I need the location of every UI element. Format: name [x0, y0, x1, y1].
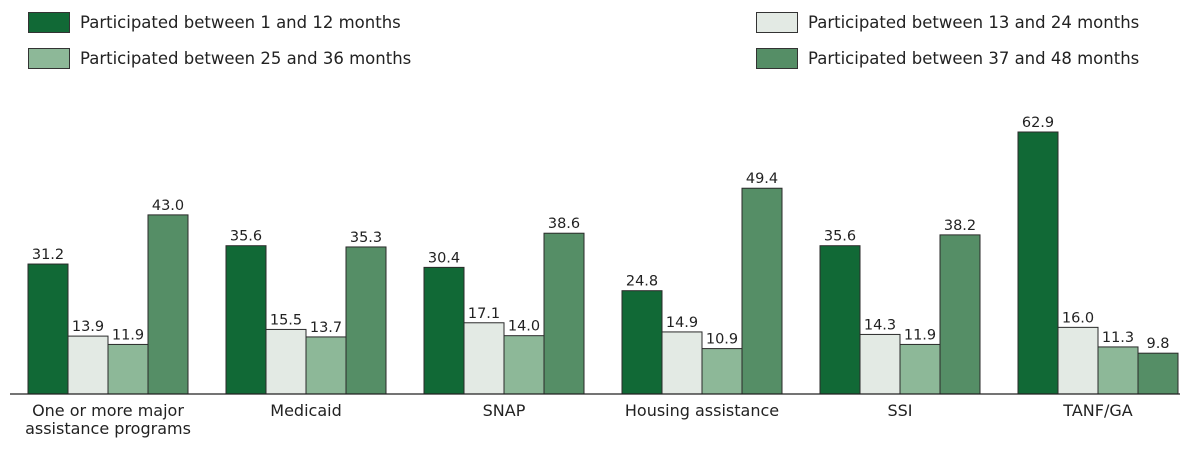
- bar: [423, 266, 465, 395]
- legend-item: Participated between 1 and 12 months: [28, 12, 401, 33]
- value-label: 38.2: [944, 218, 976, 234]
- bar: [107, 343, 149, 395]
- legend-label: Participated between 25 and 36 months: [80, 49, 412, 68]
- legend-label: Participated between 13 and 24 months: [808, 13, 1140, 32]
- bar: [1137, 352, 1179, 395]
- bar: [1097, 346, 1139, 395]
- bar: [939, 234, 981, 395]
- value-label: 24.8: [626, 274, 658, 290]
- value-label: 13.9: [72, 319, 104, 335]
- value-label: 10.9: [706, 332, 738, 348]
- legend-swatch: [756, 48, 798, 69]
- bar: [543, 232, 585, 395]
- bar: [305, 336, 347, 395]
- bar: [67, 335, 109, 395]
- x-tick-label: Housing assistance: [624, 401, 780, 420]
- value-label: 62.9: [1022, 115, 1054, 131]
- x-tick-label: SNAP: [482, 401, 526, 420]
- legend-swatch: [28, 48, 70, 69]
- value-label: 43.0: [152, 198, 184, 214]
- bar: [741, 187, 783, 395]
- value-label: 17.1: [468, 306, 500, 322]
- value-label: 35.6: [824, 229, 856, 245]
- bar: [899, 343, 941, 395]
- value-label: 38.6: [548, 216, 580, 232]
- x-tick-label: SSI: [887, 401, 913, 420]
- value-label: 15.5: [270, 312, 302, 328]
- bar: [225, 245, 267, 395]
- value-label: 31.2: [32, 247, 64, 263]
- bar: [503, 335, 545, 395]
- value-label: 13.7: [310, 320, 342, 336]
- bar: [859, 333, 901, 395]
- bar: [1057, 326, 1099, 395]
- legend-swatch: [756, 12, 798, 33]
- value-label: 14.0: [508, 319, 540, 335]
- legend-swatch: [28, 12, 70, 33]
- bar: [661, 331, 703, 395]
- bar: [463, 322, 505, 395]
- value-label: 49.4: [746, 171, 778, 187]
- value-label: 35.3: [350, 230, 382, 246]
- bar: [27, 263, 69, 395]
- legend-item: Participated between 25 and 36 months: [28, 48, 411, 69]
- value-label: 11.9: [112, 327, 144, 343]
- bar: [147, 214, 189, 395]
- bar: [345, 246, 387, 395]
- legend-label: Participated between 37 and 48 months: [808, 49, 1140, 68]
- bar: [1017, 131, 1059, 395]
- value-label: 14.9: [666, 315, 698, 331]
- value-label: 11.9: [904, 327, 936, 343]
- bar: [621, 290, 663, 395]
- x-tick-label: TANF/GA: [1063, 401, 1133, 420]
- bar: [701, 348, 743, 395]
- bar: [819, 245, 861, 395]
- legend-item: Participated between 13 and 24 months: [756, 12, 1139, 33]
- value-label: 16.0: [1062, 310, 1094, 326]
- bar: [265, 328, 307, 395]
- value-label: 9.8: [1146, 336, 1169, 352]
- legend-label: Participated between 1 and 12 months: [80, 13, 401, 32]
- value-label: 11.3: [1102, 330, 1134, 346]
- x-tick-label: One or more major assistance programs: [25, 401, 191, 438]
- value-label: 30.4: [428, 250, 460, 266]
- value-label: 14.3: [864, 317, 896, 333]
- legend-item: Participated between 37 and 48 months: [756, 48, 1139, 69]
- value-label: 35.6: [230, 229, 262, 245]
- x-tick-label: Medicaid: [270, 401, 342, 420]
